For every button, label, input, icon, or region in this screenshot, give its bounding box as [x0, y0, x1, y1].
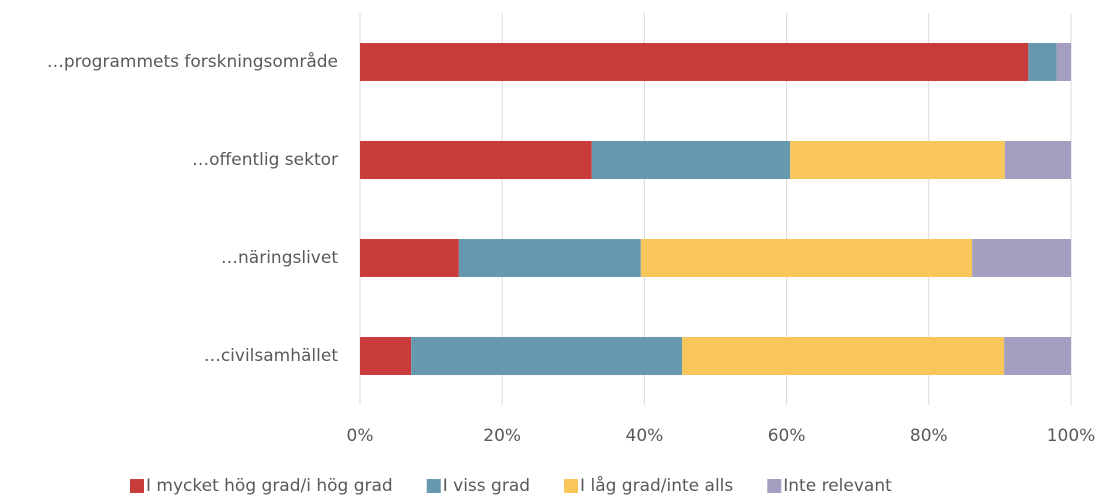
- bar-segment: [360, 43, 1029, 81]
- x-tick-label: 100%: [1047, 426, 1096, 446]
- x-tick-label: 20%: [483, 426, 521, 446]
- x-tick-label: 80%: [910, 426, 948, 446]
- bar-segment: [972, 239, 1071, 277]
- bar-segment: [411, 337, 683, 375]
- legend-swatch: [767, 479, 782, 493]
- bar-segment: [360, 141, 592, 179]
- bar-segment: [1004, 141, 1071, 179]
- legend-label: I mycket hög grad/i hög grad: [146, 476, 393, 496]
- bar-segment: [682, 337, 1005, 375]
- legend-swatch: [130, 479, 144, 493]
- bar-segment: [591, 141, 791, 179]
- legend-label: I låg grad/inte alls: [580, 475, 733, 496]
- x-tick-label: 60%: [768, 426, 806, 446]
- y-tick-label: …offentlig sektor: [192, 150, 338, 170]
- bar-segment: [360, 337, 412, 375]
- bar-segment: [1056, 43, 1071, 81]
- y-tick-label: …civilsamhället: [204, 346, 339, 366]
- bar-segment: [1004, 337, 1071, 375]
- y-tick-label: …programmets forskningsområde: [47, 51, 338, 72]
- bar-segment: [1028, 43, 1057, 81]
- bar-segment: [458, 239, 641, 277]
- legend-label: I viss grad: [443, 476, 530, 496]
- legend-label: Inte relevant: [783, 476, 892, 496]
- x-tick-label: 0%: [347, 426, 374, 446]
- legend-swatch: [426, 479, 441, 493]
- legend-swatch: [564, 479, 579, 493]
- y-tick-label: …näringslivet: [221, 248, 338, 268]
- bar-segment: [360, 239, 459, 277]
- bar-segment: [640, 239, 973, 277]
- bar-segment: [790, 141, 1005, 179]
- x-tick-label: 40%: [626, 426, 664, 446]
